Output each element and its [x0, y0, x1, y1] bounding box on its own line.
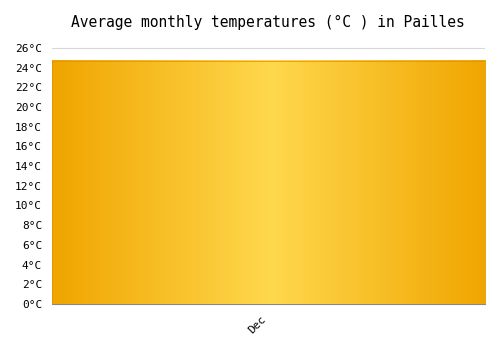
Title: Average monthly temperatures (°C ) in Pailles: Average monthly temperatures (°C ) in Pa… [72, 15, 465, 30]
